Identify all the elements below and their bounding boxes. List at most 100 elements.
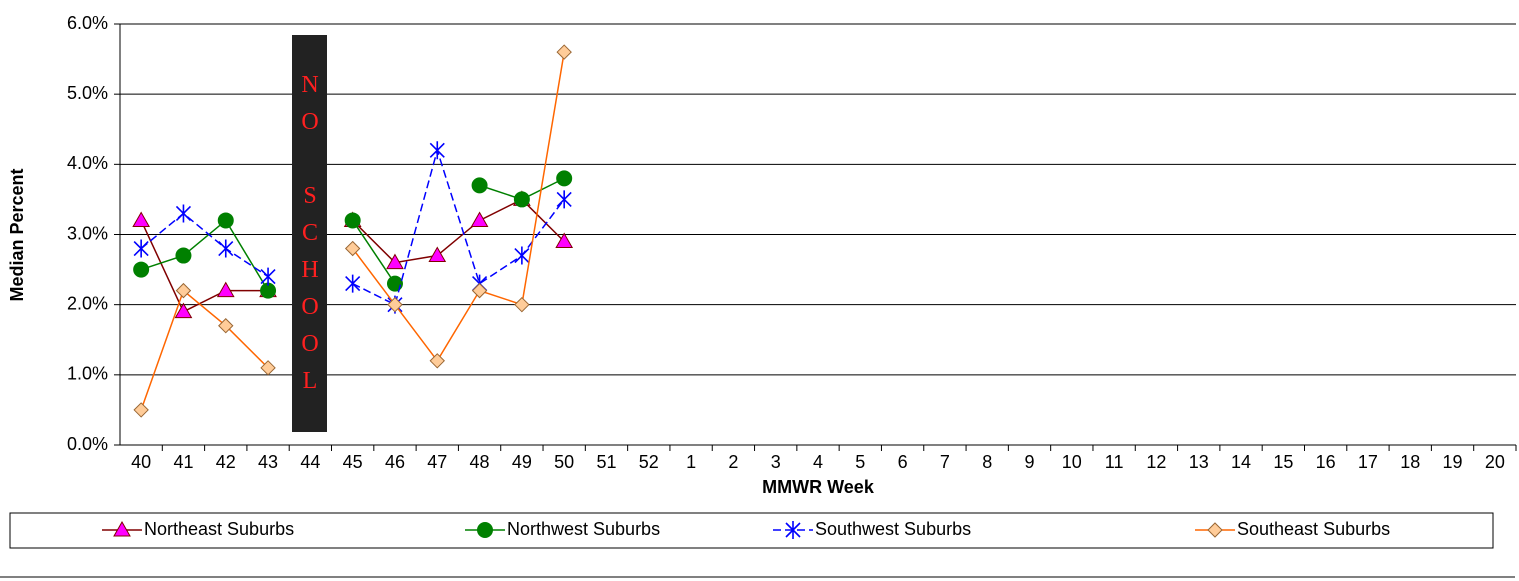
y-tick-label: 2.0% xyxy=(67,293,108,313)
x-tick-label: 17 xyxy=(1358,452,1378,472)
marker-shape xyxy=(470,211,489,227)
marker xyxy=(345,274,361,293)
marker-shape xyxy=(260,360,276,376)
marker-shape xyxy=(133,239,149,258)
y-tick-label: 3.0% xyxy=(67,223,108,243)
marker xyxy=(514,296,530,313)
marker xyxy=(218,318,234,334)
x-tick-label: 43 xyxy=(258,452,278,472)
y-tick-label: 1.0% xyxy=(67,364,108,384)
marker xyxy=(1207,522,1223,538)
marker-shape xyxy=(556,170,573,187)
marker xyxy=(387,296,403,313)
marker xyxy=(175,247,192,264)
y-tick-label: 0.0% xyxy=(67,434,108,454)
marker xyxy=(429,141,445,160)
x-tick-label: 46 xyxy=(385,452,405,472)
marker xyxy=(429,353,445,369)
y-axis-title: Median Percent xyxy=(7,168,27,301)
marker xyxy=(386,253,404,270)
marker-shape xyxy=(174,302,193,319)
marker-shape xyxy=(387,296,403,313)
marker xyxy=(175,204,192,223)
x-tick-label: 15 xyxy=(1273,452,1293,472)
marker-shape xyxy=(785,521,801,539)
marker xyxy=(555,232,574,249)
x-tick-label: 20 xyxy=(1485,452,1505,472)
marker-shape xyxy=(429,353,445,369)
marker xyxy=(556,44,572,60)
marker-shape xyxy=(260,267,276,286)
legend-label: Southwest Suburbs xyxy=(815,519,971,539)
y-tick-label: 5.0% xyxy=(67,83,108,103)
x-axis-title: MMWR Week xyxy=(762,477,875,497)
x-tick-label: 10 xyxy=(1062,452,1082,472)
y-tick-label: 6.0% xyxy=(67,13,108,33)
marker-shape xyxy=(133,261,150,278)
marker-shape xyxy=(477,522,493,538)
x-tick-label: 40 xyxy=(131,452,151,472)
marker-shape xyxy=(514,246,530,265)
marker xyxy=(785,521,801,539)
marker-shape xyxy=(386,253,404,270)
x-tick-label: 2 xyxy=(728,452,738,472)
x-tick-label: 47 xyxy=(427,452,447,472)
marker-shape xyxy=(513,191,530,208)
marker-shape xyxy=(428,246,447,263)
marker xyxy=(174,302,193,319)
x-tick-label: 9 xyxy=(1025,452,1035,472)
marker xyxy=(113,520,131,537)
marker xyxy=(477,522,493,538)
no-school-bar xyxy=(292,35,327,432)
x-tick-label: 44 xyxy=(300,452,320,472)
x-tick-label: 50 xyxy=(554,452,574,472)
marker-shape xyxy=(345,274,361,293)
x-tick-label: 41 xyxy=(173,452,193,472)
marker-shape xyxy=(218,318,234,334)
marker xyxy=(133,402,149,418)
marker-shape xyxy=(1207,522,1223,538)
marker xyxy=(133,239,149,258)
x-tick-label: 42 xyxy=(216,452,236,472)
marker-shape xyxy=(175,282,192,299)
marker-shape xyxy=(175,204,192,223)
legend-label: Northwest Suburbs xyxy=(507,519,660,539)
marker xyxy=(132,211,151,227)
x-tick-label: 5 xyxy=(855,452,865,472)
x-tick-label: 1 xyxy=(686,452,696,472)
marker-shape xyxy=(344,240,361,257)
x-tick-label: 49 xyxy=(512,452,532,472)
marker xyxy=(386,275,403,292)
marker xyxy=(471,282,488,299)
x-tick-label: 11 xyxy=(1105,452,1124,472)
series-line xyxy=(140,198,565,313)
marker-shape xyxy=(132,211,151,227)
x-tick-label: 18 xyxy=(1400,452,1420,472)
marker xyxy=(556,170,573,187)
marker-shape xyxy=(217,212,234,229)
marker-shape xyxy=(175,247,192,264)
marker xyxy=(216,281,235,298)
y-tick-label: 4.0% xyxy=(67,153,108,173)
marker xyxy=(470,211,489,227)
marker xyxy=(344,212,361,229)
marker xyxy=(218,239,234,258)
marker xyxy=(514,246,530,265)
legend-label: Northeast Suburbs xyxy=(144,519,294,539)
marker-shape xyxy=(216,281,235,298)
marker-shape xyxy=(429,141,445,160)
marker-shape xyxy=(556,190,572,209)
x-tick-label: 4 xyxy=(813,452,823,472)
marker xyxy=(260,360,276,376)
legend-label: Southeast Suburbs xyxy=(1237,519,1390,539)
marker-shape xyxy=(556,44,572,60)
x-tick-label: 3 xyxy=(771,452,781,472)
no-school-label: NO SCHOOL xyxy=(297,72,323,405)
marker xyxy=(217,212,234,229)
marker-shape xyxy=(218,239,234,258)
x-tick-label: 12 xyxy=(1146,452,1166,472)
marker-shape xyxy=(344,212,361,229)
marker xyxy=(428,246,447,263)
marker xyxy=(471,177,488,194)
x-tick-label: 7 xyxy=(940,452,950,472)
